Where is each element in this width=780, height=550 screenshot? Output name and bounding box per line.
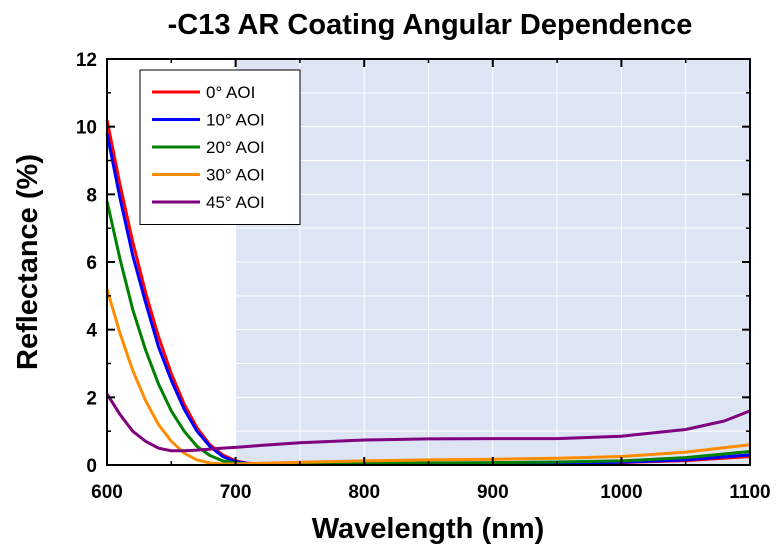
y-tick-label: 8: [86, 185, 97, 206]
legend-label: 20° AOI: [206, 138, 265, 157]
x-tick-label: 800: [348, 482, 380, 503]
legend-label: 0° AOI: [206, 83, 255, 102]
x-axis-title: Wavelength (nm): [312, 513, 545, 545]
x-tick-label: 1000: [600, 482, 642, 503]
x-tick-label: 900: [477, 482, 509, 503]
legend-label: 10° AOI: [206, 111, 265, 130]
y-axis-title: Reflectance (%): [12, 154, 44, 370]
y-tick-label: 6: [86, 253, 97, 274]
legend-label: 30° AOI: [206, 166, 265, 185]
tick-labels: 600 700 800 900 1000 1100 0 2 4 6 8 10 12: [76, 50, 771, 503]
y-tick-label: 2: [86, 388, 97, 409]
legend: 0° AOI 10° AOI 20° AOI 30° AOI 45° AOI: [139, 69, 301, 225]
y-tick-label: 0: [86, 456, 97, 477]
chart-title: -C13 AR Coating Angular Dependence: [168, 9, 693, 41]
legend-label: 45° AOI: [206, 193, 265, 212]
x-tick-label: 700: [220, 482, 252, 503]
y-tick-label: 4: [86, 321, 97, 342]
gridlines: [107, 59, 750, 465]
series-line-4: [105, 393, 751, 453]
x-tick-label: 1100: [729, 482, 770, 503]
axis-ticks: [106, 58, 751, 466]
x-tick-label: 600: [91, 482, 123, 503]
y-tick-label: 10: [76, 118, 97, 139]
y-tick-label: 12: [76, 50, 97, 71]
